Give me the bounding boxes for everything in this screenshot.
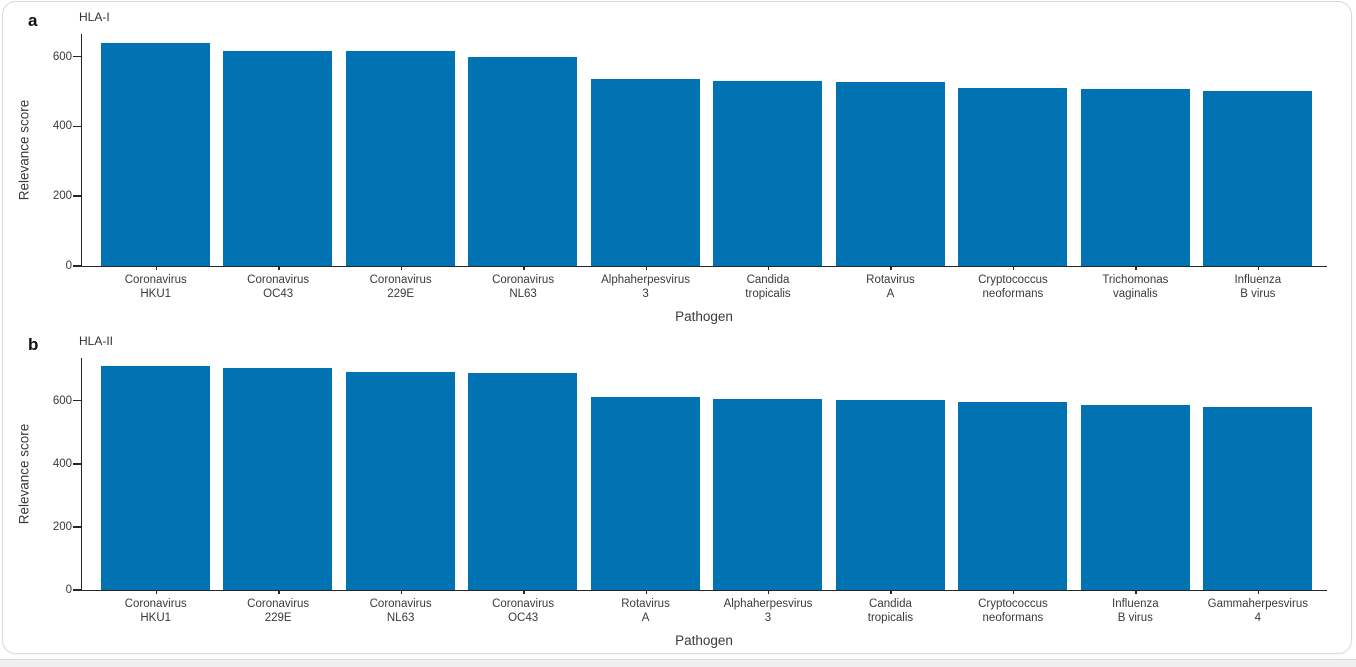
bar <box>468 373 578 590</box>
x-category-label: Alphaherpesvirus 3 <box>584 266 706 304</box>
y-tick-mark <box>72 265 81 267</box>
panel-a: a HLA-I Relevance score 0 200 400 600 Coron… <box>11 8 1327 324</box>
bar-slot <box>217 358 340 590</box>
x-category-label: Influenza B virus <box>1074 590 1196 628</box>
chart-hla-i: Relevance score 0 200 400 600 Coronavirus H… <box>11 34 1327 324</box>
x-category-label: Coronavirus 229E <box>339 266 461 304</box>
y-tick-label: 0 <box>65 260 72 272</box>
y-tick-label: 400 <box>52 457 72 470</box>
figure-card: a HLA-I Relevance score 0 200 400 600 Coron… <box>2 1 1352 654</box>
y-tick-mark <box>72 589 81 591</box>
y-tick-label: 0 <box>65 584 72 596</box>
chart-title-hla-ii: HLA-II <box>79 334 114 348</box>
x-category-label: Alphaherpesvirus 3 <box>707 590 829 628</box>
bar <box>1203 406 1313 590</box>
y-tick-mark <box>72 125 81 128</box>
x-category-labels: Coronavirus HKU1 Coronavirus 229E Coronavi… <box>81 590 1327 628</box>
plot-area <box>72 358 1327 591</box>
x-category-label: Candida tropicalis <box>829 590 951 628</box>
panel-letter-b: b <box>28 335 39 354</box>
y-tick-mark <box>72 463 81 465</box>
bar <box>1203 90 1313 266</box>
x-category-label: Rotavirus A <box>829 266 951 304</box>
bar <box>713 80 823 266</box>
bar-slot <box>94 358 217 590</box>
bar <box>345 371 455 590</box>
bar <box>468 57 578 266</box>
x-category-label: Gammaherpesvirus 4 <box>1197 590 1319 628</box>
bar-slot <box>707 34 830 266</box>
bar <box>958 401 1068 590</box>
bar <box>835 81 945 266</box>
y-axis-label-column: Relevance score <box>11 34 37 266</box>
bar-slot <box>94 34 217 266</box>
bar-slot <box>952 34 1075 266</box>
bar-slot <box>584 358 707 590</box>
x-category-label: Coronavirus NL63 <box>339 590 461 628</box>
x-category-label: Coronavirus OC43 <box>217 266 339 304</box>
y-tick-mark <box>72 195 81 197</box>
y-axis-label-column: Relevance score <box>11 358 37 590</box>
bar-slot <box>462 34 585 266</box>
x-axis-label: Pathogen <box>675 309 733 324</box>
panel-letter-a: a <box>28 11 38 30</box>
bar <box>100 365 210 590</box>
x-category-label: Influenza B virus <box>1197 266 1319 304</box>
chart-title-hla-i: HLA-I <box>79 10 110 24</box>
y-tick-mark <box>72 55 81 58</box>
bar <box>345 51 455 266</box>
bar <box>223 51 333 266</box>
chart-hla-ii: Relevance score 0 200 400 600 Coronavirus H… <box>11 358 1327 648</box>
x-category-label: Coronavirus NL63 <box>462 266 584 304</box>
y-tick-label: 200 <box>52 190 72 203</box>
y-tick-mark <box>72 526 81 528</box>
bar <box>590 78 700 266</box>
x-category-label: Coronavirus HKU1 <box>95 590 217 628</box>
y-axis-label: Relevance score <box>16 99 32 201</box>
bar <box>100 42 210 266</box>
y-axis: 0 200 400 600 <box>37 34 81 272</box>
plot-area <box>72 34 1327 267</box>
x-category-labels: Coronavirus HKU1 Coronavirus OC43 Coronavi… <box>81 266 1327 304</box>
y-tick-label: 600 <box>52 50 72 63</box>
bar <box>223 368 333 590</box>
y-tick-label: 400 <box>52 120 72 133</box>
x-category-label: Coronavirus OC43 <box>462 590 584 628</box>
bar-slot <box>707 358 830 590</box>
x-category-label: Trichomonas vaginalis <box>1074 266 1196 304</box>
bar-slot <box>1197 358 1320 590</box>
x-category-label: Candida tropicalis <box>707 266 829 304</box>
bar <box>590 397 700 590</box>
bar <box>835 399 945 590</box>
bar <box>1080 405 1190 590</box>
panel-b: b HLA-II Relevance score 0 200 400 600 Coro… <box>11 332 1327 648</box>
bar-slot <box>584 34 707 266</box>
bar-slot <box>1074 34 1197 266</box>
x-category-label: Cryptococcus neoformans <box>952 266 1074 304</box>
bar-slot <box>829 358 952 590</box>
x-category-label: Coronavirus 229E <box>217 590 339 628</box>
y-tick-label: 200 <box>52 520 72 533</box>
x-category-label: Coronavirus HKU1 <box>95 266 217 304</box>
bar-slot <box>339 358 462 590</box>
y-tick-mark <box>72 399 81 402</box>
y-axis: 0 200 400 600 <box>37 358 81 596</box>
x-axis-label: Pathogen <box>675 633 733 648</box>
x-category-label: Cryptococcus neoformans <box>952 590 1074 628</box>
x-category-label: Rotavirus A <box>584 590 706 628</box>
y-tick-label: 600 <box>52 394 72 407</box>
window-bottom-edge <box>0 659 1356 667</box>
bar <box>713 399 823 590</box>
bar-slot <box>217 34 340 266</box>
bar-slot <box>829 34 952 266</box>
bar-slot <box>952 358 1075 590</box>
bar-slot <box>1074 358 1197 590</box>
bar-slot <box>1197 34 1320 266</box>
bar <box>1080 89 1190 266</box>
bar <box>958 88 1068 266</box>
y-axis-label: Relevance score <box>16 423 32 525</box>
bar-slot <box>339 34 462 266</box>
bar-slot <box>462 358 585 590</box>
